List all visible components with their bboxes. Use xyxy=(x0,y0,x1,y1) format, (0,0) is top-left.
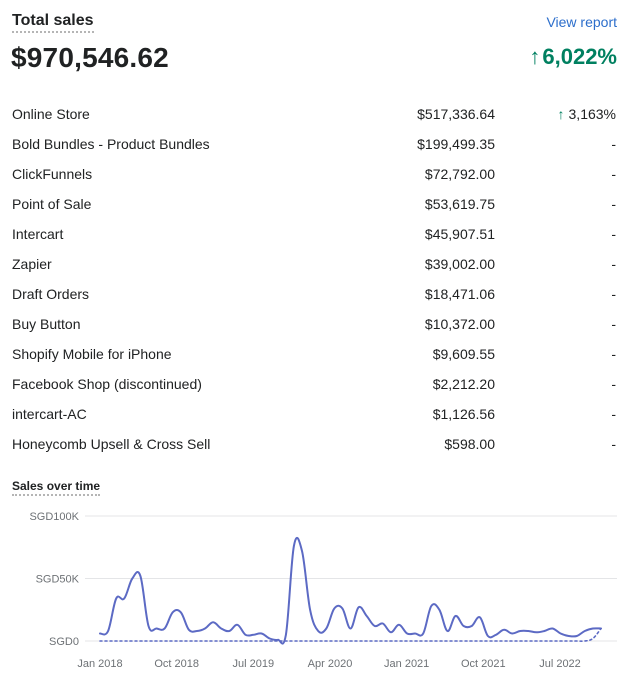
x-tick-label: Oct 2021 xyxy=(461,658,506,670)
channel-amount: $18,471.06 xyxy=(424,286,495,302)
channel-name: Buy Button xyxy=(12,316,81,332)
arrow-up-icon: ↑ xyxy=(529,44,541,69)
channel-change: - xyxy=(611,189,616,219)
channel-name: Shopify Mobile for iPhone xyxy=(12,346,172,362)
channel-change-value: - xyxy=(611,196,616,212)
table-row: Buy Button $10,372.00 - xyxy=(0,309,629,339)
channel-amount: $2,212.20 xyxy=(432,376,495,392)
channel-name: ClickFunnels xyxy=(12,166,93,182)
channel-amount: $598.00 xyxy=(444,436,495,452)
table-row: Shopify Mobile for iPhone $9,609.55 - xyxy=(0,339,629,369)
channel-change-value: - xyxy=(611,256,616,272)
x-tick-label: Apr 2020 xyxy=(308,658,353,670)
x-tick-label: Jan 2021 xyxy=(384,658,429,670)
comparison-series-line xyxy=(99,627,602,642)
channel-change-value: - xyxy=(611,286,616,302)
table-row: Intercart $45,907.51 - xyxy=(0,219,629,249)
table-row: Draft Orders $18,471.06 - xyxy=(0,279,629,309)
chart-title: Sales over time xyxy=(12,479,101,496)
table-row: Honeycomb Upsell & Cross Sell $598.00 - xyxy=(0,429,629,459)
channel-name: Draft Orders xyxy=(12,286,90,302)
channel-name: Online Store xyxy=(12,106,90,122)
channel-name: Honeycomb Upsell & Cross Sell xyxy=(12,436,211,452)
y-tick-label: SGD100K xyxy=(29,511,79,523)
channel-name: Zapier xyxy=(12,256,52,272)
channel-change-value: - xyxy=(611,226,616,242)
channel-amount: $10,372.00 xyxy=(424,316,495,332)
channel-change: - xyxy=(611,429,616,459)
channel-amount: $45,907.51 xyxy=(424,226,495,242)
x-tick-label: Oct 2018 xyxy=(154,658,199,670)
table-row: Point of Sale $53,619.75 - xyxy=(0,189,629,219)
channel-change: - xyxy=(611,159,616,189)
channel-change: - xyxy=(611,309,616,339)
channel-amount: $72,792.00 xyxy=(424,166,495,182)
channel-name: intercart-AC xyxy=(12,406,87,422)
sales-channel-list: Online Store $517,336.64 ↑ 3,163% Bold Bundl… xyxy=(0,99,629,459)
channel-name: Facebook Shop (discontinued) xyxy=(12,376,202,392)
view-report-link[interactable]: View report xyxy=(546,14,617,30)
table-row: Facebook Shop (discontinued) $2,212.20 - xyxy=(0,369,629,399)
total-sales-value: $970,546.62 xyxy=(11,42,169,73)
channel-change: - xyxy=(611,339,616,369)
channel-change-value: - xyxy=(611,136,616,152)
x-tick-label: Jul 2019 xyxy=(233,658,275,670)
arrow-up-icon: ↑ xyxy=(557,106,565,122)
channel-change-value: 3,163% xyxy=(568,106,616,122)
channel-change: - xyxy=(611,219,616,249)
channel-change-value: - xyxy=(611,406,616,422)
channel-change: - xyxy=(611,279,616,309)
channel-amount: $39,002.00 xyxy=(424,256,495,272)
channel-name: Bold Bundles - Product Bundles xyxy=(12,136,210,152)
channel-change-value: - xyxy=(611,316,616,332)
table-row: Zapier $39,002.00 - xyxy=(0,249,629,279)
table-row: ClickFunnels $72,792.00 - xyxy=(0,159,629,189)
table-row: Online Store $517,336.64 ↑ 3,163% xyxy=(0,99,629,129)
channel-change-value: - xyxy=(611,166,616,182)
channel-change: - xyxy=(611,399,616,429)
channel-change-value: - xyxy=(611,376,616,392)
channel-amount: $9,609.55 xyxy=(432,346,495,362)
sales-over-time-chart: SGD0 SGD50K SGD100K Jan 2018 Oct 2018 Jul 201… xyxy=(29,511,617,670)
channel-change: ↑ 3,163% xyxy=(558,99,616,129)
channel-change-value: - xyxy=(611,436,616,452)
total-change-value: 6,022% xyxy=(542,44,617,69)
channel-change-value: - xyxy=(611,346,616,362)
channel-name: Intercart xyxy=(12,226,64,242)
channel-name: Point of Sale xyxy=(12,196,92,212)
x-tick-label: Jul 2022 xyxy=(539,658,581,670)
channel-amount: $517,336.64 xyxy=(417,106,495,122)
channel-amount: $199,499.35 xyxy=(417,136,495,152)
x-tick-label: Jan 2018 xyxy=(77,658,122,670)
sales-series-line xyxy=(99,536,602,645)
channel-amount: $1,126.56 xyxy=(432,406,495,422)
y-tick-label: SGD0 xyxy=(49,636,79,648)
channel-amount: $53,619.75 xyxy=(424,196,495,212)
channel-change: - xyxy=(611,129,616,159)
table-row: intercart-AC $1,126.56 - xyxy=(0,399,629,429)
y-tick-label: SGD50K xyxy=(36,574,80,586)
table-row: Bold Bundles - Product Bundles $199,499.3… xyxy=(0,129,629,159)
total-sales-change: ↑6,022% xyxy=(529,44,617,70)
channel-change: - xyxy=(611,249,616,279)
channel-change: - xyxy=(611,369,616,399)
card-title: Total sales xyxy=(12,12,94,33)
